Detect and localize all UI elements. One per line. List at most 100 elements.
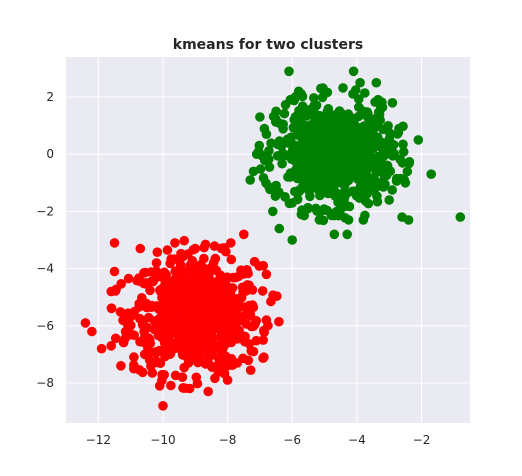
data-point [210, 373, 220, 384]
data-point [354, 162, 364, 173]
data-point [147, 368, 158, 378]
data-point [120, 326, 131, 337]
data-point [185, 346, 195, 356]
data-point [159, 370, 169, 380]
data-point [182, 316, 192, 326]
data-point [192, 378, 203, 389]
x-tick-label: −10 [150, 433, 175, 447]
data-point [343, 109, 354, 119]
data-point [241, 319, 252, 329]
data-point [369, 157, 380, 168]
data-point [226, 319, 236, 330]
data-point [150, 347, 160, 357]
plot-area [66, 57, 470, 423]
data-point [271, 106, 281, 117]
data-point [369, 180, 379, 191]
data-point [298, 180, 308, 191]
data-point [159, 275, 170, 285]
data-point [159, 267, 170, 278]
data-point [240, 336, 250, 347]
data-point [348, 170, 358, 181]
x-axis-ticks: −12 −10 −8 −6 −4 −2 [86, 433, 431, 447]
data-point [134, 298, 144, 309]
data-point [266, 138, 276, 148]
data-point [208, 258, 219, 268]
data-point [354, 111, 364, 122]
data-point [387, 98, 398, 108]
y-tick-label: 2 [46, 90, 54, 104]
y-tick-label: −8 [36, 376, 54, 390]
data-point [116, 361, 126, 371]
data-point [455, 212, 466, 222]
data-point [200, 239, 211, 250]
data-point [331, 206, 342, 217]
data-point [228, 309, 239, 319]
data-point [348, 66, 359, 77]
data-point [175, 286, 186, 297]
data-point [357, 181, 368, 191]
data-point [255, 112, 265, 122]
data-point [284, 66, 294, 77]
data-point [380, 145, 391, 155]
data-point [245, 365, 256, 376]
data-point [294, 173, 304, 183]
data-point [371, 77, 382, 88]
data-point [80, 318, 91, 328]
data-point [187, 255, 198, 266]
data-point [330, 179, 340, 189]
data-point [248, 346, 259, 357]
data-point [360, 88, 370, 98]
data-point [264, 146, 274, 156]
data-point [166, 380, 176, 391]
data-point [306, 110, 317, 120]
data-point [239, 229, 249, 240]
data-point [397, 212, 407, 222]
x-tick-label: −8 [219, 433, 237, 447]
data-point [306, 147, 317, 158]
chart-title: kmeans for two clusters [173, 37, 363, 53]
data-point [285, 172, 296, 182]
data-point [362, 107, 373, 117]
data-point [222, 375, 233, 385]
data-point [339, 199, 350, 210]
data-point [287, 235, 298, 245]
data-point [328, 130, 339, 141]
y-axis-ticks: 2 0 −2 −4 −6 −8 [36, 90, 54, 390]
data-point [354, 193, 365, 203]
data-point [402, 166, 413, 177]
data-point [232, 358, 243, 368]
data-point [177, 275, 187, 285]
y-tick-label: −4 [36, 262, 54, 276]
data-point [158, 401, 168, 411]
data-point [321, 166, 332, 177]
data-point [258, 335, 269, 345]
data-point [190, 243, 201, 254]
x-tick-label: −2 [413, 433, 431, 447]
data-point [268, 206, 278, 217]
data-points [80, 66, 466, 411]
data-point [233, 271, 244, 282]
data-point [335, 125, 345, 135]
data-point [191, 334, 201, 344]
data-point [184, 383, 195, 394]
data-point [290, 156, 301, 167]
data-point [283, 138, 294, 148]
data-point [359, 150, 370, 160]
data-point [129, 330, 139, 341]
data-point [363, 128, 374, 138]
data-point [352, 142, 363, 152]
data-point [277, 158, 287, 169]
data-point [249, 256, 260, 267]
data-point [226, 238, 236, 248]
data-point [355, 77, 365, 88]
data-point [300, 152, 310, 163]
y-tick-label: 0 [46, 147, 54, 161]
data-point [123, 273, 134, 284]
data-point [245, 175, 255, 185]
y-tick-label: −2 [36, 204, 54, 218]
data-point [293, 130, 303, 140]
data-point [138, 317, 148, 328]
data-point [258, 173, 269, 183]
data-point [135, 336, 145, 347]
